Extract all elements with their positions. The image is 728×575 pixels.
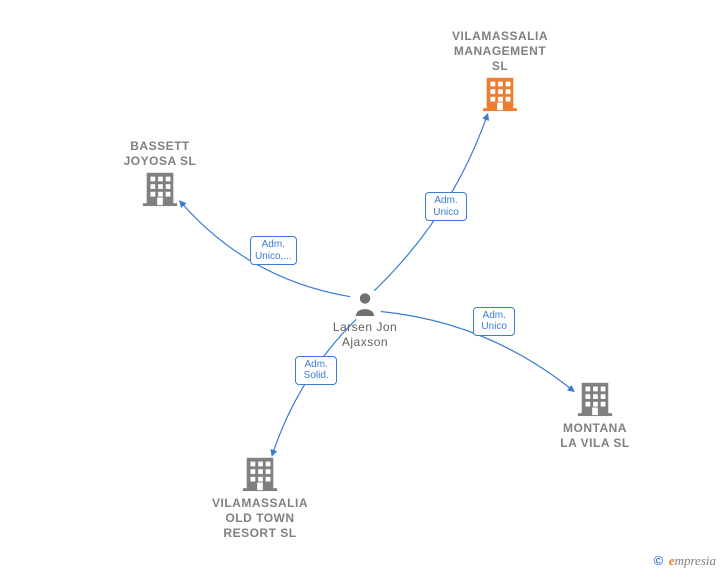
edge-label: Adm. Unico,...: [250, 236, 297, 265]
company-node[interactable]: BASSETT JOYOSA SL: [100, 139, 220, 211]
edge-label: Adm. Solid.: [295, 356, 337, 385]
diagram-canvas: Larsen Jon Ajaxson VILAMASSALIA MANAGEMEN…: [0, 0, 728, 575]
company-node[interactable]: VILAMASSALIA MANAGEMENT SL: [440, 29, 560, 116]
watermark: © empresia: [654, 553, 716, 569]
brand-rest: mpresia: [675, 553, 716, 568]
building-icon: [100, 169, 220, 211]
person-icon: [305, 290, 425, 320]
edge-label: Adm. Unico: [473, 307, 515, 336]
copyright-symbol: ©: [654, 553, 664, 568]
person-node[interactable]: Larsen Jon Ajaxson: [305, 290, 425, 350]
node-label: MONTANA LA VILA SL: [535, 421, 655, 451]
edge-label: Adm. Unico: [425, 192, 467, 221]
company-node[interactable]: MONTANA LA VILA SL: [535, 379, 655, 451]
node-label: BASSETT JOYOSA SL: [100, 139, 220, 169]
edges-layer: [0, 0, 728, 575]
company-node[interactable]: VILAMASSALIA OLD TOWN RESORT SL: [200, 454, 320, 541]
building-icon: [440, 74, 560, 116]
node-label: VILAMASSALIA MANAGEMENT SL: [440, 29, 560, 74]
node-label: VILAMASSALIA OLD TOWN RESORT SL: [200, 496, 320, 541]
node-label: Larsen Jon Ajaxson: [305, 320, 425, 350]
building-icon: [200, 454, 320, 496]
building-icon: [535, 379, 655, 421]
